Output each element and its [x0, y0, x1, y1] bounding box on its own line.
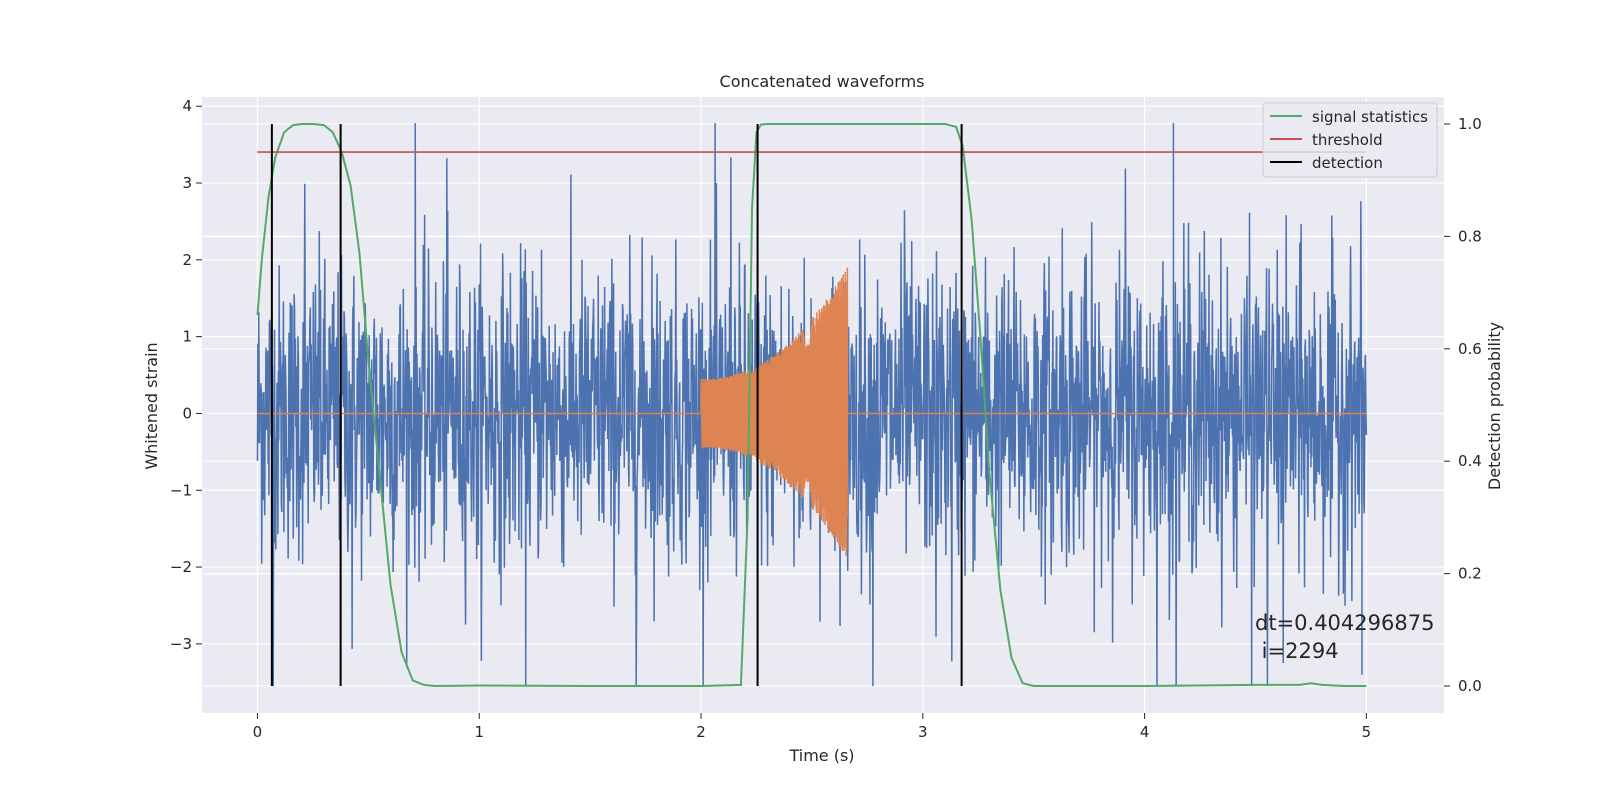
y-left-tick-label: 4 [182, 97, 192, 115]
y-left-tick-label: −1 [170, 481, 192, 499]
x-tick-label: 5 [1362, 723, 1372, 741]
y-right-tick-label: 0.6 [1458, 340, 1482, 358]
y-left-tick-label: 1 [182, 328, 192, 346]
x-axis-label: Time (s) [788, 746, 854, 765]
injected-signal-series [257, 267, 1367, 556]
legend-label-detection: detection [1312, 154, 1383, 172]
y-left-tick-label: −2 [170, 558, 192, 576]
y-right-tick-label: 0.2 [1458, 565, 1482, 583]
y-left-tick-label: 0 [182, 404, 192, 422]
x-tick-label: 3 [918, 723, 928, 741]
x-tick-label: 1 [474, 723, 484, 741]
legend-label-threshold: threshold [1312, 131, 1383, 149]
legend: signal statistics threshold detection [1262, 102, 1438, 178]
y-left-tick-label: 3 [182, 174, 192, 192]
y-left-tick-label: 2 [182, 251, 192, 269]
legend-label-signal-statistics: signal statistics [1312, 108, 1428, 126]
x-tick-label: 4 [1140, 723, 1150, 741]
y-left-tick-label: −3 [170, 635, 192, 653]
legend-box [1262, 102, 1438, 178]
y-right-tick-label: 0.4 [1458, 452, 1482, 470]
y-left-axis-label: Whitened strain [142, 342, 161, 469]
right-axis-series [256, 122, 1367, 688]
ticks: 0 1 2 3 4 5 −3 −2 −1 0 1 2 3 4 0.0 0.2 0.4 0.6 0.8 1.0 [170, 97, 1482, 741]
x-tick-label: 2 [696, 723, 706, 741]
y-right-tick-label: 0.0 [1458, 677, 1482, 695]
signal-statistics-line [256, 122, 1367, 688]
annotation-dt: dt=0.404296875 [1255, 611, 1434, 635]
x-tick-label: 0 [253, 723, 263, 741]
plot-content [256, 122, 1368, 688]
chart-title: Concatenated waveforms [720, 72, 925, 91]
annotation-i: i=2294 [1255, 639, 1339, 663]
y-right-tick-label: 1.0 [1458, 115, 1482, 133]
y-right-axis-label: Detection probability [1485, 322, 1504, 490]
y-right-tick-label: 0.8 [1458, 227, 1482, 245]
